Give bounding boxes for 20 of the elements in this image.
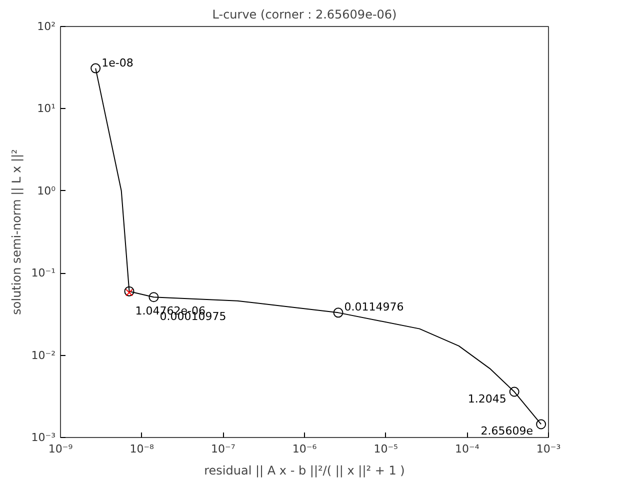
x-tick-label: 10⁻³ [536, 442, 561, 456]
y-tick-label: 10² [37, 20, 56, 33]
x-tick-label: 10⁻⁵ [374, 442, 398, 456]
y-tick-label: 10¹ [37, 102, 56, 116]
x-axis-title: residual || A x - b ||²/( || x ||² + 1 ) [204, 464, 405, 478]
x-tick-label: 10⁻⁸ [130, 442, 155, 456]
annotation: 2.65609e [480, 424, 534, 438]
chart-title: L-curve (corner : 2.65609e-06) [212, 8, 397, 22]
x-tick-label: 10⁻⁶ [292, 442, 318, 456]
y-tick-label: 10⁰ [37, 184, 56, 198]
annotation: 0.0114976 [344, 300, 404, 314]
y-axis-title: solution semi-norm || L x ||² [9, 148, 24, 315]
y-tick-label: 10⁻³ [31, 431, 56, 444]
y-tick-label: 10⁻¹ [31, 266, 56, 280]
x-tick-label: 10⁻⁴ [455, 442, 480, 456]
annotation: 1e-08 [102, 56, 134, 70]
annotation: 1.2045 [468, 392, 506, 406]
x-tick-label: 10⁻⁷ [211, 442, 236, 456]
y-tick-label: 10⁻² [31, 348, 56, 362]
x-tick-label: 10⁻⁹ [48, 442, 73, 456]
